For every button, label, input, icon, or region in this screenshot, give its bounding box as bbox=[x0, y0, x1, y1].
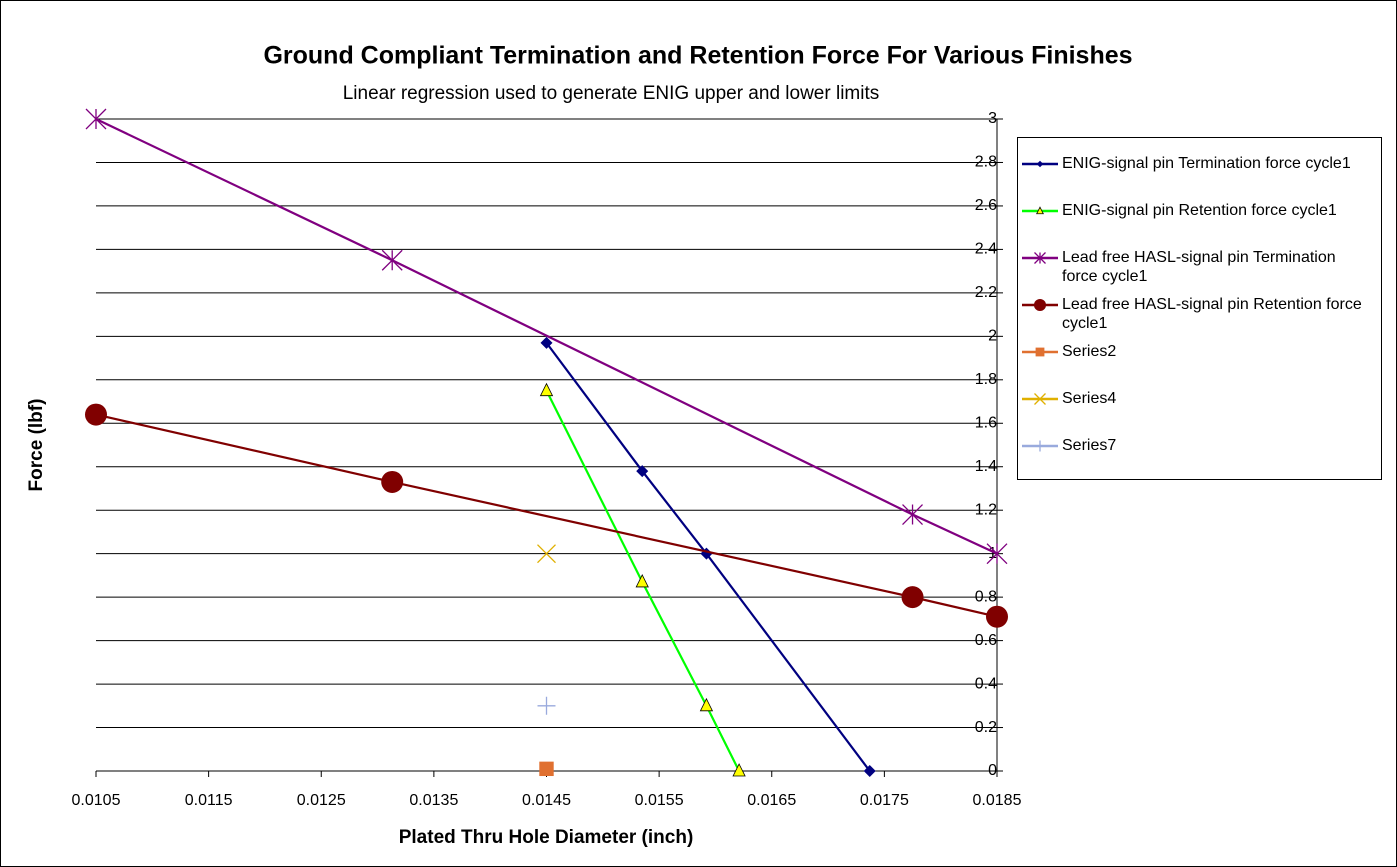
legend-swatch bbox=[1022, 160, 1058, 168]
legend-item: Series2 bbox=[1018, 342, 1381, 389]
y-tick-label: 0.8 bbox=[975, 588, 997, 605]
marker bbox=[863, 765, 876, 777]
series-line bbox=[95, 118, 998, 555]
x-tick-label: 0.0105 bbox=[72, 792, 121, 809]
legend-swatch bbox=[1022, 206, 1058, 215]
x-tick-label: 0.0155 bbox=[635, 792, 684, 809]
legend-label: Series2 bbox=[1062, 343, 1117, 360]
legend-swatch bbox=[1022, 440, 1058, 452]
marker bbox=[986, 605, 1008, 628]
y-tick-label: 1 bbox=[988, 545, 997, 562]
legend-item: Series4 bbox=[1018, 389, 1381, 436]
marker bbox=[732, 763, 746, 777]
y-tick-label: 2.4 bbox=[975, 241, 997, 258]
legend-item: Lead free HASL-signal pin Retention forc… bbox=[1018, 295, 1381, 342]
x-tick-label: 0.0145 bbox=[522, 792, 571, 809]
x-tick-label: 0.0115 bbox=[185, 792, 233, 809]
marker bbox=[636, 465, 649, 478]
legend-item: ENIG-signal pin Termination force cycle1 bbox=[1018, 154, 1381, 201]
y-tick-label: 3 bbox=[988, 110, 997, 127]
legend: ENIG-signal pin Termination force cycle1… bbox=[1017, 137, 1382, 480]
chart-title: Ground Compliant Termination and Retenti… bbox=[263, 42, 1132, 70]
series-line bbox=[95, 413, 998, 618]
series-line bbox=[545, 342, 871, 772]
legend-label: Lead free HASL-signal pin Termination fo… bbox=[1062, 249, 1336, 285]
legend-swatch bbox=[1022, 347, 1058, 357]
x-tick-label: 0.0125 bbox=[297, 792, 346, 809]
marker bbox=[1035, 347, 1045, 357]
marker bbox=[1036, 206, 1044, 215]
y-tick-label: 1.4 bbox=[975, 458, 997, 475]
y-tick-label: 1.6 bbox=[975, 414, 997, 431]
y-axis-label: Force (lbf) bbox=[26, 399, 47, 492]
legend-item: Lead free HASL-signal pin Termination fo… bbox=[1018, 248, 1381, 295]
chart-subtitle: Linear regression used to generate ENIG … bbox=[343, 83, 880, 104]
marker bbox=[540, 336, 553, 349]
marker bbox=[539, 382, 554, 397]
x-tick-label: 0.0175 bbox=[860, 792, 909, 809]
y-tick-label: 2.6 bbox=[975, 197, 997, 214]
legend-swatch bbox=[1022, 252, 1058, 264]
marker bbox=[901, 586, 924, 609]
marker bbox=[1036, 160, 1044, 168]
x-tick-label: 0.0185 bbox=[973, 792, 1022, 809]
y-tick-label: 0.4 bbox=[975, 675, 997, 692]
x-tick-label: 0.0135 bbox=[409, 792, 458, 809]
marker bbox=[381, 470, 404, 493]
x-tick-label: 0.0165 bbox=[747, 792, 796, 809]
marker bbox=[1034, 252, 1046, 264]
series-line bbox=[545, 390, 741, 772]
marker bbox=[539, 761, 554, 777]
legend-item: Series7 bbox=[1018, 436, 1381, 483]
marker bbox=[986, 543, 1008, 565]
legend-swatch bbox=[1022, 298, 1058, 312]
marker bbox=[85, 108, 107, 130]
x-axis-label: Plated Thru Hole Diameter (inch) bbox=[399, 827, 694, 848]
marker bbox=[1033, 298, 1047, 312]
y-tick-label: 2.2 bbox=[975, 284, 997, 301]
y-tick-label: 1.2 bbox=[975, 501, 997, 518]
marker bbox=[537, 544, 556, 564]
legend-label: Lead free HASL-signal pin Retention forc… bbox=[1062, 296, 1362, 332]
legend-label: ENIG-signal pin Retention force cycle1 bbox=[1062, 202, 1337, 219]
legend-item: ENIG-signal pin Retention force cycle1 bbox=[1018, 201, 1381, 248]
legend-swatch bbox=[1022, 393, 1058, 405]
y-tick-label: 1.8 bbox=[975, 371, 997, 388]
marker bbox=[1034, 440, 1046, 452]
y-tick-label: 0.6 bbox=[975, 632, 997, 649]
marker bbox=[85, 403, 107, 426]
y-tick-label: 2.8 bbox=[975, 154, 997, 171]
legend-label: Series4 bbox=[1062, 390, 1117, 407]
marker bbox=[635, 574, 649, 588]
y-tick-label: 0.2 bbox=[975, 719, 997, 736]
marker bbox=[537, 696, 556, 715]
legend-label: Series7 bbox=[1062, 437, 1117, 454]
y-tick-label: 2 bbox=[988, 328, 997, 345]
marker bbox=[902, 504, 923, 526]
marker bbox=[699, 697, 714, 712]
marker bbox=[381, 249, 403, 271]
marker bbox=[1034, 393, 1046, 405]
legend-label: ENIG-signal pin Termination force cycle1 bbox=[1062, 155, 1351, 172]
